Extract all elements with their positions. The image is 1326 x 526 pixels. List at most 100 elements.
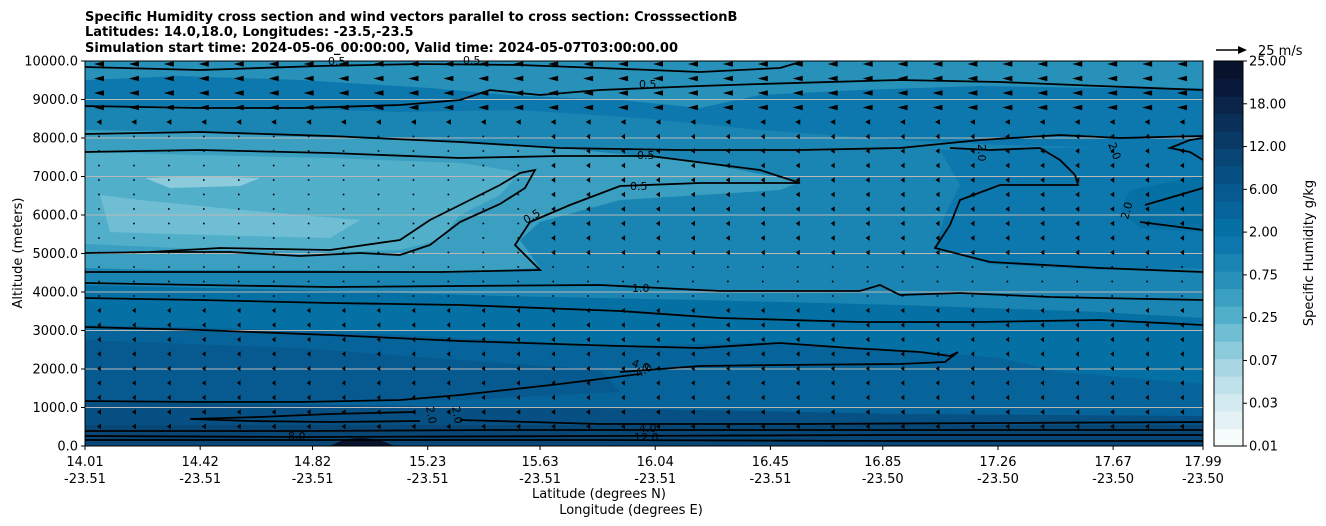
wind-vector-arrow-icon (412, 237, 415, 239)
wind-vector-arrow-icon (203, 193, 205, 196)
wind-key-label: 25 m/s (1258, 44, 1303, 59)
wind-vector-arrow-icon (687, 75, 698, 82)
wind-vector-arrow-icon (726, 307, 730, 314)
wind-vector-arrow-icon (237, 394, 241, 401)
y-tick-label: 6000.0 (33, 209, 79, 224)
wind-vector-arrow-icon (132, 380, 136, 386)
wind-vector-arrow-icon (1075, 220, 1080, 227)
wind-vector-arrow-icon (971, 280, 974, 283)
wind-vector-arrow-icon (342, 295, 345, 297)
wind-key: 25 m/s (1216, 44, 1303, 59)
wind-vector-arrow-icon (552, 266, 554, 268)
wind-vector-arrow-icon (551, 394, 555, 401)
contour-0.5-upper (85, 79, 1203, 109)
wind-vector-arrow-icon (935, 162, 940, 169)
wind-vector-arrow-icon (1110, 336, 1114, 343)
wind-vector-arrow-icon (203, 179, 205, 181)
wind-vector-arrow-icon (1040, 322, 1045, 328)
wind-vector-arrow-icon (653, 104, 663, 111)
wind-vector-arrow-icon (655, 119, 661, 125)
wind-vector-arrow-icon (377, 193, 380, 196)
wind-vector-arrow-icon (307, 193, 310, 196)
wind-vector-arrow-icon (131, 423, 136, 430)
wind-vector-arrow-icon (656, 322, 660, 328)
wind-vector-arrow-icon (970, 423, 975, 430)
wind-vector-arrow-icon (237, 208, 240, 210)
wind-vector-arrow-icon (237, 179, 240, 181)
wind-vector-arrow-icon (1002, 104, 1013, 111)
colorbar-label: Specific Humidity g/kg (1302, 180, 1317, 326)
wind-vector-arrow-icon (970, 322, 975, 328)
wind-vector-arrow-icon (517, 237, 520, 239)
wind-vector-arrow-icon (1144, 119, 1150, 125)
contour-2.0-right-b (1166, 137, 1203, 161)
contour-label: 0.5 (630, 180, 648, 193)
wind-vector-arrow-icon (865, 235, 870, 241)
wind-vector-arrow-icon (198, 75, 209, 82)
wind-vector-arrow-icon (586, 177, 591, 183)
contour-2.0-right-c (1144, 187, 1203, 206)
wind-vector-arrow-icon (133, 266, 135, 268)
wind-vector-arrow-icon (1146, 266, 1148, 268)
wind-vector-arrow-icon (513, 75, 524, 82)
wind-vector-arrow-icon (376, 322, 381, 328)
wind-vector-arrow-icon (970, 409, 975, 415)
wind-vector-arrow-icon (376, 394, 381, 401)
wind-vector-arrow-icon (447, 179, 450, 181)
wind-vector-arrow-icon (585, 119, 591, 125)
wind-vector-arrow-icon (586, 206, 591, 212)
wind-vector-arrow-icon (98, 222, 100, 225)
wind-vector-arrow-icon (168, 179, 170, 181)
wind-vector-arrow-icon (865, 133, 870, 140)
wind-vector-arrow-icon (307, 179, 310, 181)
wind-vector-arrow-icon (98, 193, 100, 196)
wind-vector-arrow-icon (656, 177, 660, 183)
wind-vector-arrow-icon (376, 423, 381, 430)
wind-vector-arrow-icon (411, 322, 416, 328)
wind-vector-arrow-icon (167, 307, 171, 314)
wind-vector-arrow-icon (272, 237, 275, 239)
wind-vector-arrow-icon (166, 409, 171, 415)
colorbar-tick-label: 18.00 (1249, 97, 1286, 112)
wind-vector-arrow-icon (1110, 162, 1115, 169)
wind-vector-arrow-icon (1075, 351, 1079, 357)
wind-vector-arrow-icon (656, 336, 660, 343)
wind-vector-arrow-icon (376, 365, 381, 372)
wind-vector-arrow-icon (932, 90, 943, 96)
wind-vector-arrow-icon (341, 380, 346, 386)
wind-vector-arrow-icon (408, 75, 419, 82)
wind-vector-arrow-icon (1146, 295, 1148, 297)
wind-vector-arrow-icon (586, 249, 591, 256)
wind-vector-arrow-icon (1075, 235, 1080, 241)
title-line-2: Latitudes: 14.0,18.0, Longitudes: -23.5,… (85, 25, 414, 40)
wind-vector-arrow-icon (342, 237, 345, 239)
wind-vector-arrow-icon (792, 104, 803, 111)
wind-vector-arrow-icon (656, 423, 660, 430)
wind-vector-arrow-icon (1181, 280, 1183, 283)
wind-vector-arrow-icon (237, 380, 241, 386)
wind-vector-arrow-icon (586, 423, 591, 430)
wind-vector-arrow-icon (1040, 249, 1045, 256)
wind-vector-arrow-icon (796, 336, 800, 343)
x-tick-lat: 16.85 (864, 455, 901, 470)
wind-vector-arrow-icon (408, 90, 419, 96)
wind-vector-arrow-icon (98, 208, 100, 210)
wind-vector-arrow-icon (862, 75, 873, 82)
wind-vector-arrow-icon (342, 280, 345, 283)
colorbar-tick-label: 2.00 (1249, 226, 1278, 241)
wind-vector-arrow-icon (272, 280, 275, 283)
wind-vector-arrow-icon (760, 409, 765, 415)
wind-vector-arrow-icon (1145, 249, 1150, 256)
wind-vector-arrow-icon (411, 365, 416, 372)
wind-vector-arrow-icon (1072, 104, 1083, 111)
wind-vector-arrow-icon (341, 119, 347, 125)
wind-vector-arrow-icon (1145, 380, 1149, 386)
wind-vector-arrow-icon (865, 162, 870, 169)
wind-vector-arrow-icon (657, 280, 659, 283)
wind-vector-arrow-icon (1075, 365, 1079, 372)
wind-vector-arrow-icon (306, 351, 311, 357)
wind-vector-arrow-icon (830, 394, 835, 401)
colorbar-tick-label: 0.03 (1249, 397, 1278, 412)
wind-vector-arrow-icon (97, 394, 101, 401)
